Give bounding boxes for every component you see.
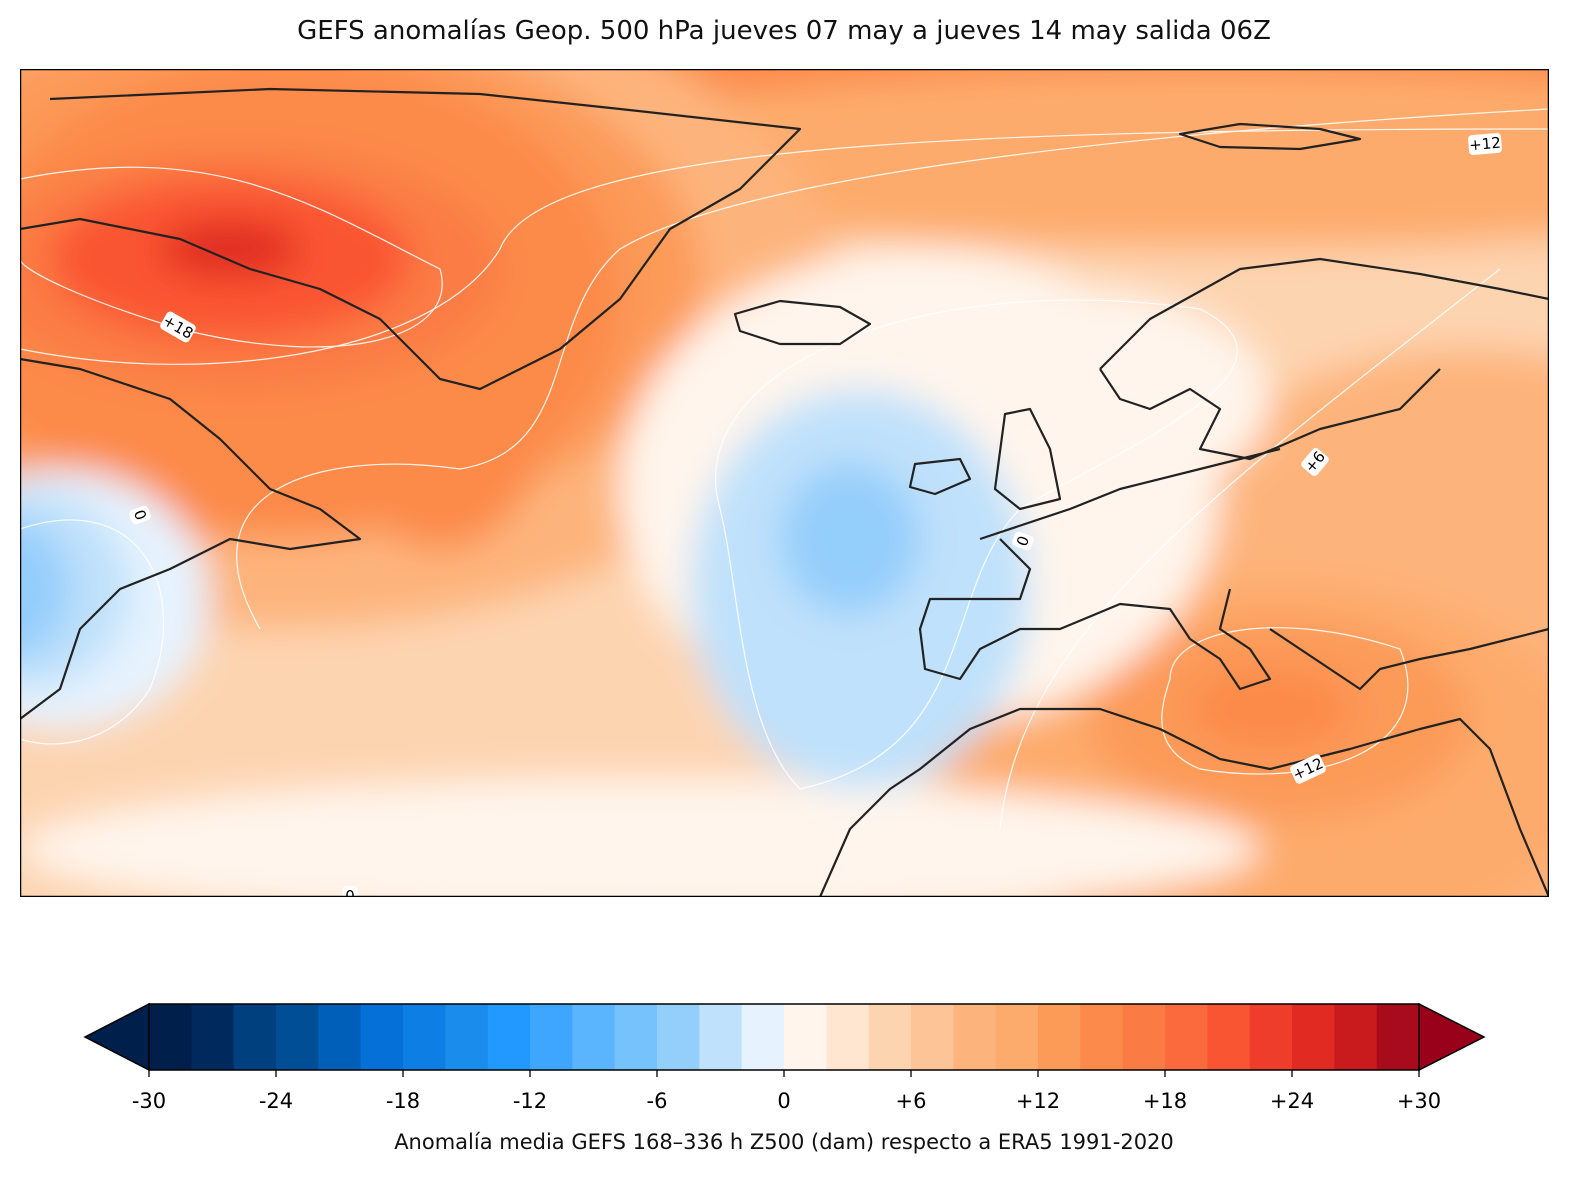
coastline — [733, 299, 872, 346]
coastline — [918, 538, 1272, 691]
colorbar-bin — [530, 1004, 573, 1070]
colorbar-bin — [1376, 1004, 1420, 1070]
contour-label: +12 — [1468, 132, 1502, 156]
coastline — [20, 87, 802, 391]
coastline — [1099, 257, 1549, 370]
colorbar-bin — [911, 1004, 954, 1070]
colorbar-bin — [1334, 1004, 1378, 1070]
colorbar-bin — [403, 1004, 446, 1070]
colorbar-bin — [741, 1004, 785, 1070]
colorbar-tick-label: +18 — [1143, 1089, 1187, 1113]
colorbar-bin — [149, 1004, 192, 1070]
colorbar-tick-label: -6 — [647, 1089, 668, 1113]
contour-line — [20, 166, 443, 348]
coastline — [20, 357, 362, 720]
colorbar-over-arrow — [1418, 1002, 1486, 1072]
contour-label-bg — [1290, 754, 1326, 784]
contour-label-bg — [160, 311, 196, 343]
colorbar-label: Anomalía media GEFS 168–336 h Z500 (dam)… — [394, 1130, 1174, 1154]
contour-line — [20, 519, 165, 745]
contour-label: 0 — [129, 505, 151, 525]
colorbar-tick-label: +24 — [1270, 1089, 1314, 1113]
colorbar-bin — [995, 1004, 1039, 1070]
coastline — [979, 447, 1281, 541]
colorbar-bin — [191, 1004, 235, 1070]
coastline — [1178, 122, 1362, 151]
anomaly-field — [20, 69, 1549, 897]
colorbar-bin — [1249, 1004, 1293, 1070]
map-title: GEFS anomalías Geop. 500 hPa jueves 07 m… — [297, 16, 1271, 46]
contour-line — [1161, 627, 1409, 775]
contour-line — [20, 128, 1549, 365]
colorbar-tick-label: 0 — [777, 1089, 790, 1113]
colorbar-bin — [1165, 1004, 1208, 1070]
contour-label-bg — [1012, 531, 1034, 551]
anomaly-region — [1190, 669, 1350, 749]
coastline — [993, 407, 1062, 511]
contour-label-bg — [1468, 132, 1502, 156]
contour-label: 0 — [342, 886, 358, 897]
colorbar-bin — [487, 1004, 531, 1070]
coastline — [1099, 368, 1441, 461]
colorbar-bin — [233, 1004, 277, 1070]
contour-line — [999, 268, 1501, 830]
colorbar-tick-label: +12 — [1016, 1089, 1060, 1113]
colorbar-bin — [784, 1004, 827, 1070]
anomaly-region — [780, 464, 920, 614]
anomaly-region — [20, 779, 1260, 897]
colorbar-bin — [614, 1004, 658, 1070]
contour-line — [236, 108, 1549, 630]
coastline — [908, 457, 972, 496]
contour-label-bg — [129, 505, 151, 525]
colorbar-tick-label: +30 — [1397, 1089, 1441, 1113]
colorbar-tick-label: -30 — [132, 1089, 166, 1113]
colorbar-bin — [318, 1004, 362, 1070]
colorbar-bin — [1080, 1004, 1124, 1070]
colorbar-bin — [276, 1004, 319, 1070]
colorbar-bin — [1207, 1004, 1251, 1070]
colorbar-tick-label: +6 — [896, 1089, 927, 1113]
colorbar: -30 -24 -18 -12 -6 0 +6 +12 +18 +24 +30 — [83, 1002, 1486, 1113]
contour-label-bg — [342, 886, 358, 897]
coastline — [818, 707, 1549, 897]
colorbar-tick-label: -24 — [259, 1089, 293, 1113]
contour-label: 0 — [1012, 531, 1034, 551]
colorbar-bin — [868, 1004, 912, 1070]
colorbar-tick-label: -18 — [386, 1089, 420, 1113]
contour-label-text: +12 — [1468, 134, 1501, 155]
colorbar-bin — [1292, 1004, 1335, 1070]
contour-lines — [20, 108, 1549, 830]
contour-label-text: 0 — [345, 887, 355, 897]
colorbar-bin — [657, 1004, 700, 1070]
colorbar-bin — [826, 1004, 870, 1070]
colorbar-bin — [699, 1004, 743, 1070]
anomaly-region — [160, 221, 300, 277]
coastline — [1269, 627, 1549, 691]
colorbar-bin — [1038, 1004, 1081, 1070]
contour-label-bg — [1301, 448, 1329, 476]
map-frame — [20, 69, 1549, 897]
anomaly-region — [20, 519, 70, 659]
colorbar-bin — [953, 1004, 997, 1070]
colorbar-bin — [1122, 1004, 1166, 1070]
colorbar-bin — [360, 1004, 404, 1070]
coastlines — [20, 87, 1549, 897]
contour-line — [715, 299, 1238, 790]
colorbar-bin — [572, 1004, 616, 1070]
colorbar-bin — [445, 1004, 489, 1070]
colorbar-tick-label: -12 — [513, 1089, 547, 1113]
colorbar-under-arrow — [83, 1002, 150, 1072]
